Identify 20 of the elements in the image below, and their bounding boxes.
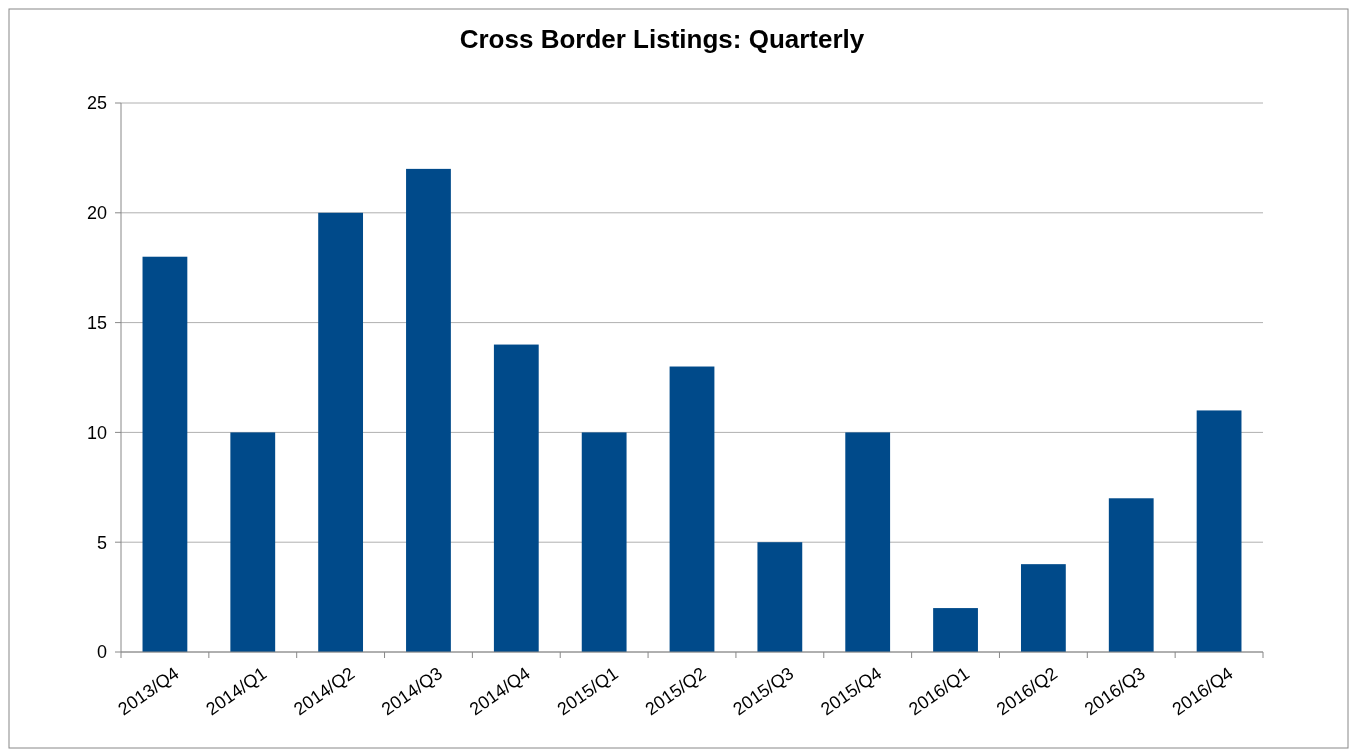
y-tick-label: 5 — [96, 532, 107, 553]
y-tick-label: 15 — [86, 312, 107, 333]
bar — [581, 432, 627, 652]
bar — [318, 212, 364, 652]
y-tick-label: 25 — [86, 93, 107, 114]
bar — [757, 542, 803, 652]
bar — [845, 432, 891, 652]
bar — [406, 168, 451, 652]
bar — [933, 608, 978, 652]
bar — [669, 366, 715, 652]
bar — [142, 256, 188, 652]
bar — [1020, 564, 1066, 652]
y-tick-label: 0 — [96, 642, 107, 663]
bar — [230, 432, 276, 652]
bar — [1108, 498, 1154, 652]
bar — [1196, 410, 1242, 652]
y-tick-label: 10 — [86, 422, 107, 443]
bar — [493, 344, 539, 652]
chart-title: Cross Border Listings: Quarterly — [459, 24, 865, 54]
y-tick-label: 20 — [86, 203, 107, 224]
